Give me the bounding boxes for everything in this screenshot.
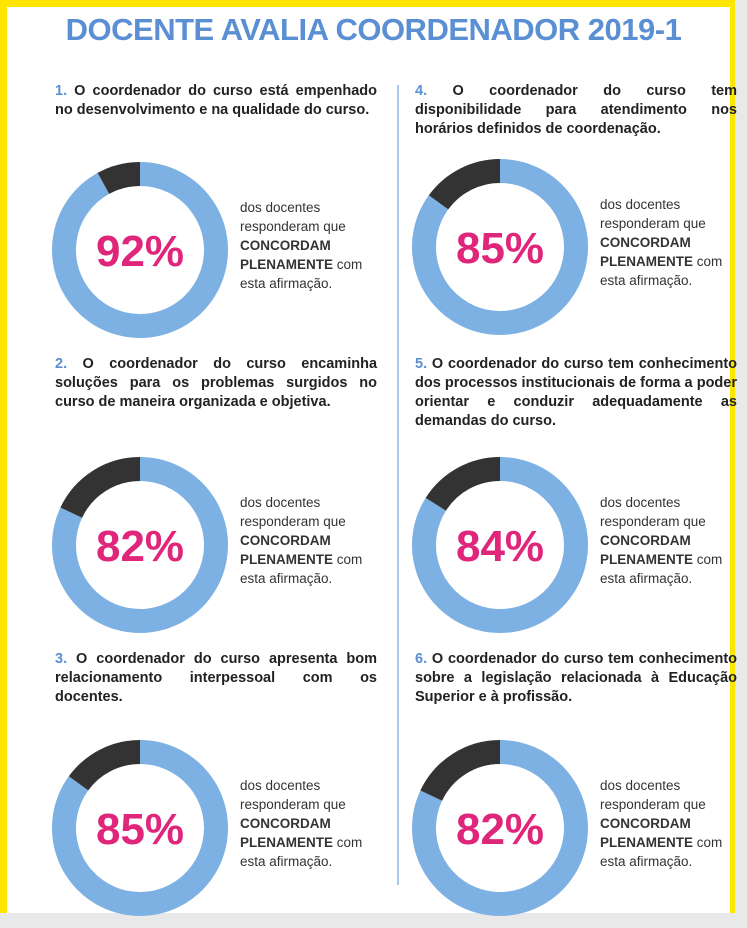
donut-segment <box>52 457 228 633</box>
note-text: com esta afirmação. <box>240 552 363 586</box>
question-text: O coordenador do curso tem conhecimento … <box>415 651 738 705</box>
note-text: com esta afirmação. <box>240 257 363 291</box>
donut-segment <box>420 740 501 802</box>
note: dos docentes responderam que CONCORDAM P… <box>240 776 370 871</box>
donut-segment <box>68 740 141 791</box>
percent-label: 82% <box>96 522 184 571</box>
donut-chart: 85% <box>412 159 588 335</box>
note-text: com esta afirmação. <box>600 835 723 869</box>
page-title: DOCENTE AVALIA COORDENADOR 2019-1 <box>65 12 682 47</box>
note-bold: CONCORDAM PLENAMENTE <box>600 533 694 567</box>
question-number: 1. <box>55 83 68 99</box>
percent-label: 85% <box>456 224 544 273</box>
note: dos docentes responderam que CONCORDAM P… <box>240 493 370 588</box>
note-bold: CONCORDAM PLENAMENTE <box>600 235 694 269</box>
question-text: O coordenador do curso encaminha soluçõe… <box>55 356 378 410</box>
note: dos docentes responderam que CONCORDAM P… <box>600 776 730 871</box>
percent-label: 92% <box>96 227 184 276</box>
note-text: com esta afirmação. <box>600 552 723 586</box>
donut-segment <box>425 457 501 512</box>
question-number: 4. <box>415 83 428 99</box>
question-number: 6. <box>415 651 428 667</box>
donut-segment <box>428 159 501 210</box>
note-bold: CONCORDAM PLENAMENTE <box>600 816 694 850</box>
note-text: com esta afirmação. <box>600 254 723 288</box>
donut-segment <box>97 162 141 195</box>
donut-chart: 92% <box>52 162 228 338</box>
question: 4. O coordenador do curso tem disponibil… <box>415 82 737 139</box>
note-text: dos docentes responderam que <box>600 495 706 529</box>
question-text: O coordenador do curso apresenta bom rel… <box>55 651 377 705</box>
note-bold: CONCORDAM PLENAMENTE <box>240 238 334 272</box>
note: dos docentes responderam que CONCORDAM P… <box>240 198 370 293</box>
question-number: 5. <box>415 356 428 372</box>
divider <box>397 85 399 885</box>
question-number: 3. <box>55 651 68 667</box>
question: 3. O coordenador do curso apresenta bom … <box>55 650 377 707</box>
question: 2. O coordenador do curso encaminha solu… <box>55 355 377 412</box>
question: 5. O coordenador do curso tem conhecimen… <box>415 355 737 431</box>
note: dos docentes responderam que CONCORDAM P… <box>600 195 730 290</box>
percent-label: 84% <box>456 522 544 571</box>
question-text: O coordenador do curso tem conhecimento … <box>415 356 738 429</box>
donut-segment <box>412 159 588 335</box>
donut-segment <box>412 740 588 916</box>
question: 6. O coordenador do curso tem conhecimen… <box>415 650 737 707</box>
note-text: dos docentes responderam que <box>240 495 346 529</box>
note-text: com esta afirmação. <box>240 835 363 869</box>
donut-chart: 84% <box>412 457 588 633</box>
donut-chart: 82% <box>52 457 228 633</box>
donut-chart: 85% <box>52 740 228 916</box>
percent-label: 82% <box>456 805 544 854</box>
question-text: O coordenador do curso está empenhado no… <box>55 83 378 118</box>
donut-segment <box>52 162 228 338</box>
donut-segment <box>412 457 588 633</box>
note-bold: CONCORDAM PLENAMENTE <box>240 533 334 567</box>
question: 1. O coordenador do curso está empenhado… <box>55 82 377 120</box>
note-text: dos docentes responderam que <box>600 778 706 812</box>
donut-chart: 82% <box>412 740 588 916</box>
note-text: dos docentes responderam que <box>240 778 346 812</box>
note: dos docentes responderam que CONCORDAM P… <box>600 493 730 588</box>
donut-segment <box>52 740 228 916</box>
donut-segment <box>60 457 141 519</box>
question-number: 2. <box>55 356 68 372</box>
note-text: dos docentes responderam que <box>240 200 346 234</box>
note-bold: CONCORDAM PLENAMENTE <box>240 816 334 850</box>
question-text: O coordenador do curso tem disponibilida… <box>415 83 737 137</box>
percent-label: 85% <box>96 805 184 854</box>
note-text: dos docentes responderam que <box>600 197 706 231</box>
